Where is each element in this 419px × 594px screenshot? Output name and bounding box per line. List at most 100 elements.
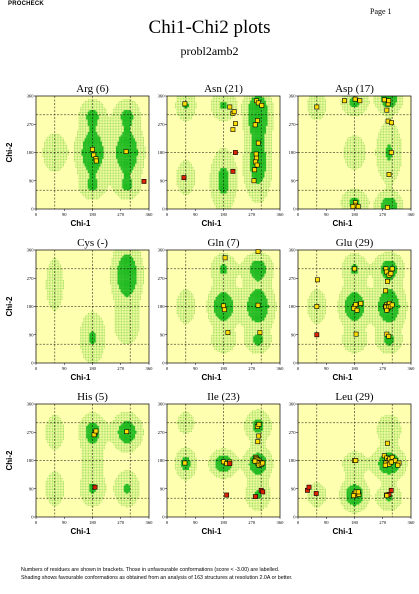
residue-point [385, 440, 390, 446]
residue-point [351, 493, 356, 499]
x-tick-label: 360 [146, 520, 154, 525]
residue-point [352, 266, 357, 272]
residue-point [381, 97, 387, 103]
residue-point [255, 100, 261, 106]
data-points [314, 96, 394, 210]
y-tick-label: 90 [29, 332, 34, 337]
residue-point [231, 109, 237, 115]
x-tick-label: 0 [166, 520, 169, 525]
y-tick-label: 90 [160, 486, 165, 491]
residue-point [389, 302, 395, 308]
panel-title: Glu (29) [336, 237, 374, 249]
x-tick-label: 270 [117, 520, 125, 525]
y-tick-label: 270 [289, 430, 297, 435]
x-axis-label: Chi-1 [202, 373, 223, 382]
plot-glu: 0 90 180 270 360 0 90 180 270 360 Glu (29) Chi-1 [289, 237, 416, 382]
residue-point [252, 458, 258, 464]
panel-title: Leu (29) [335, 391, 374, 403]
x-tick-label: 90 [324, 366, 329, 371]
residue-point [388, 459, 394, 465]
unfavourable-residue-point [313, 491, 319, 496]
plot-cys: 0 90 180 270 360 0 90 180 270 360 Cys (-) Chi-1 Chi-… [5, 237, 153, 382]
x-tick-label: 180 [220, 520, 228, 525]
panel-title: Cys (-) [77, 237, 108, 249]
residue-point [384, 307, 390, 313]
y-tick-label: 360 [289, 248, 297, 253]
residue-point [385, 205, 390, 210]
x-tick-label: 360 [408, 520, 416, 525]
x-tick-label: 0 [35, 212, 38, 217]
residue-point [123, 149, 129, 154]
y-axis-label: Chi-2 [5, 450, 14, 471]
x-tick-label: 90 [193, 212, 198, 217]
data-points [181, 98, 265, 184]
y-axis-label: Chi-2 [5, 142, 14, 163]
plot-his: 0 90 180 270 360 0 90 180 270 360 His (5) Chi-1 Chi-… [5, 391, 153, 536]
residue-point [182, 101, 188, 107]
x-axis-label: Chi-1 [71, 219, 92, 228]
y-tick-label: 360 [289, 94, 297, 99]
residue-point [222, 255, 228, 261]
y-tick-label: 360 [289, 402, 297, 407]
panel-title: Ile (23) [207, 391, 240, 403]
x-axis-label: Chi-1 [71, 373, 92, 382]
y-tick-label: 0 [31, 207, 34, 212]
unfavourable-residue-point [224, 492, 230, 498]
residue-point [386, 172, 392, 177]
x-tick-label: 180 [351, 366, 359, 371]
x-tick-label: 90 [324, 212, 329, 217]
panel-title: Asn (21) [204, 83, 243, 95]
y-tick-label: 90 [29, 178, 34, 183]
x-tick-label: 0 [297, 212, 300, 217]
footer-line-2: Shading shows favourable conformations a… [21, 574, 293, 581]
residue-point [388, 271, 394, 276]
y-tick-label: 360 [158, 248, 166, 253]
footer-notes: Numbers of residues are shown in bracket… [21, 567, 292, 582]
x-tick-label: 360 [277, 212, 285, 217]
x-axis-label: Chi-1 [333, 219, 354, 228]
y-tick-label: 270 [27, 276, 35, 281]
unfavourable-residue-point [227, 461, 233, 467]
x-tick-label: 180 [220, 212, 228, 217]
residue-point [93, 428, 99, 434]
y-tick-label: 180 [289, 458, 297, 463]
y-tick-label: 90 [291, 332, 296, 337]
x-tick-label: 270 [248, 366, 256, 371]
y-tick-label: 270 [289, 276, 297, 281]
residue-point [382, 462, 388, 468]
residue-point [251, 178, 257, 184]
residue-point [352, 96, 358, 102]
y-tick-label: 180 [158, 304, 166, 309]
x-tick-label: 180 [220, 366, 228, 371]
residue-point [384, 107, 390, 113]
x-tick-label: 270 [379, 366, 387, 371]
x-axis-label: Chi-1 [333, 373, 354, 382]
residue-point [253, 151, 259, 157]
x-tick-label: 90 [62, 212, 67, 217]
residue-point [255, 439, 261, 445]
x-tick-label: 180 [89, 366, 97, 371]
residue-point [260, 460, 266, 466]
x-tick-label: 0 [166, 212, 169, 217]
x-tick-label: 90 [324, 520, 329, 525]
y-tick-label: 360 [158, 94, 166, 99]
x-tick-label: 360 [146, 212, 154, 217]
residue-point [386, 98, 392, 104]
residue-point [256, 433, 262, 439]
residue-point [355, 204, 361, 209]
y-tick-label: 90 [291, 486, 296, 491]
x-tick-label: 270 [379, 212, 387, 217]
residue-point [257, 330, 263, 335]
y-tick-label: 180 [27, 458, 35, 463]
panel-title: His (5) [77, 391, 108, 403]
residue-point [389, 120, 394, 126]
residue-point [124, 429, 130, 435]
unfavourable-residue-point [233, 150, 238, 155]
residue-point [93, 158, 99, 164]
residue-point [230, 127, 236, 132]
x-tick-label: 180 [89, 212, 97, 217]
favourable-region-shading [307, 251, 408, 354]
y-tick-label: 0 [31, 515, 34, 520]
residue-point [383, 288, 388, 294]
